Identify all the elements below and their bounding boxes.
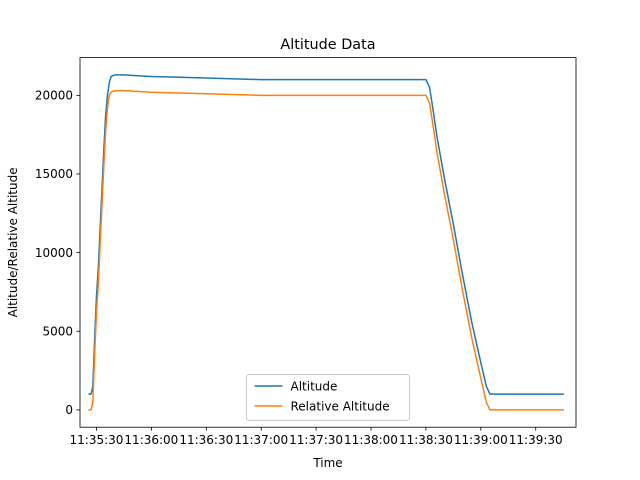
plot-frame: [79, 57, 577, 428]
x-tick-label: 11:35:30: [70, 433, 124, 447]
x-tick-label: 11:36:00: [124, 433, 178, 447]
x-tick-label: 11:36:30: [179, 433, 233, 447]
y-axis-label: Altitude/Relative Altitude: [6, 167, 20, 317]
legend-label-1: Altitude: [291, 379, 338, 393]
legend-box: [246, 374, 410, 421]
plot-area: [80, 57, 576, 428]
y-tick-label: 0: [65, 403, 73, 417]
legend-label-2: Relative Altitude: [291, 399, 390, 413]
series-layer: [88, 74, 564, 411]
x-tick-label: 11:38:00: [344, 433, 398, 447]
x-tick-label: 11:37:30: [289, 433, 343, 447]
x-tick-label: 11:39:00: [454, 433, 508, 447]
legend: Altitude Relative Altitude: [246, 374, 410, 421]
x-tick-label: 11:39:30: [509, 433, 563, 447]
x-tick-label: 11:38:30: [399, 433, 453, 447]
series-line-2: [88, 89, 564, 411]
y-tick-label: 15000: [35, 167, 73, 181]
y-tick-label: 5000: [42, 324, 73, 338]
y-axis-ticks: 0 5000 10000 15000 20000: [35, 89, 80, 417]
y-tick-label: 10000: [35, 246, 73, 260]
y-tick-label: 20000: [35, 89, 73, 103]
x-tick-label: 11:37:00: [234, 433, 288, 447]
x-axis-label: Time: [312, 456, 342, 470]
x-axis-ticks: 11:35:30 11:36:00 11:36:30 11:37:00 11:37:30…: [70, 427, 563, 447]
chart-title: Altitude Data: [280, 37, 375, 53]
